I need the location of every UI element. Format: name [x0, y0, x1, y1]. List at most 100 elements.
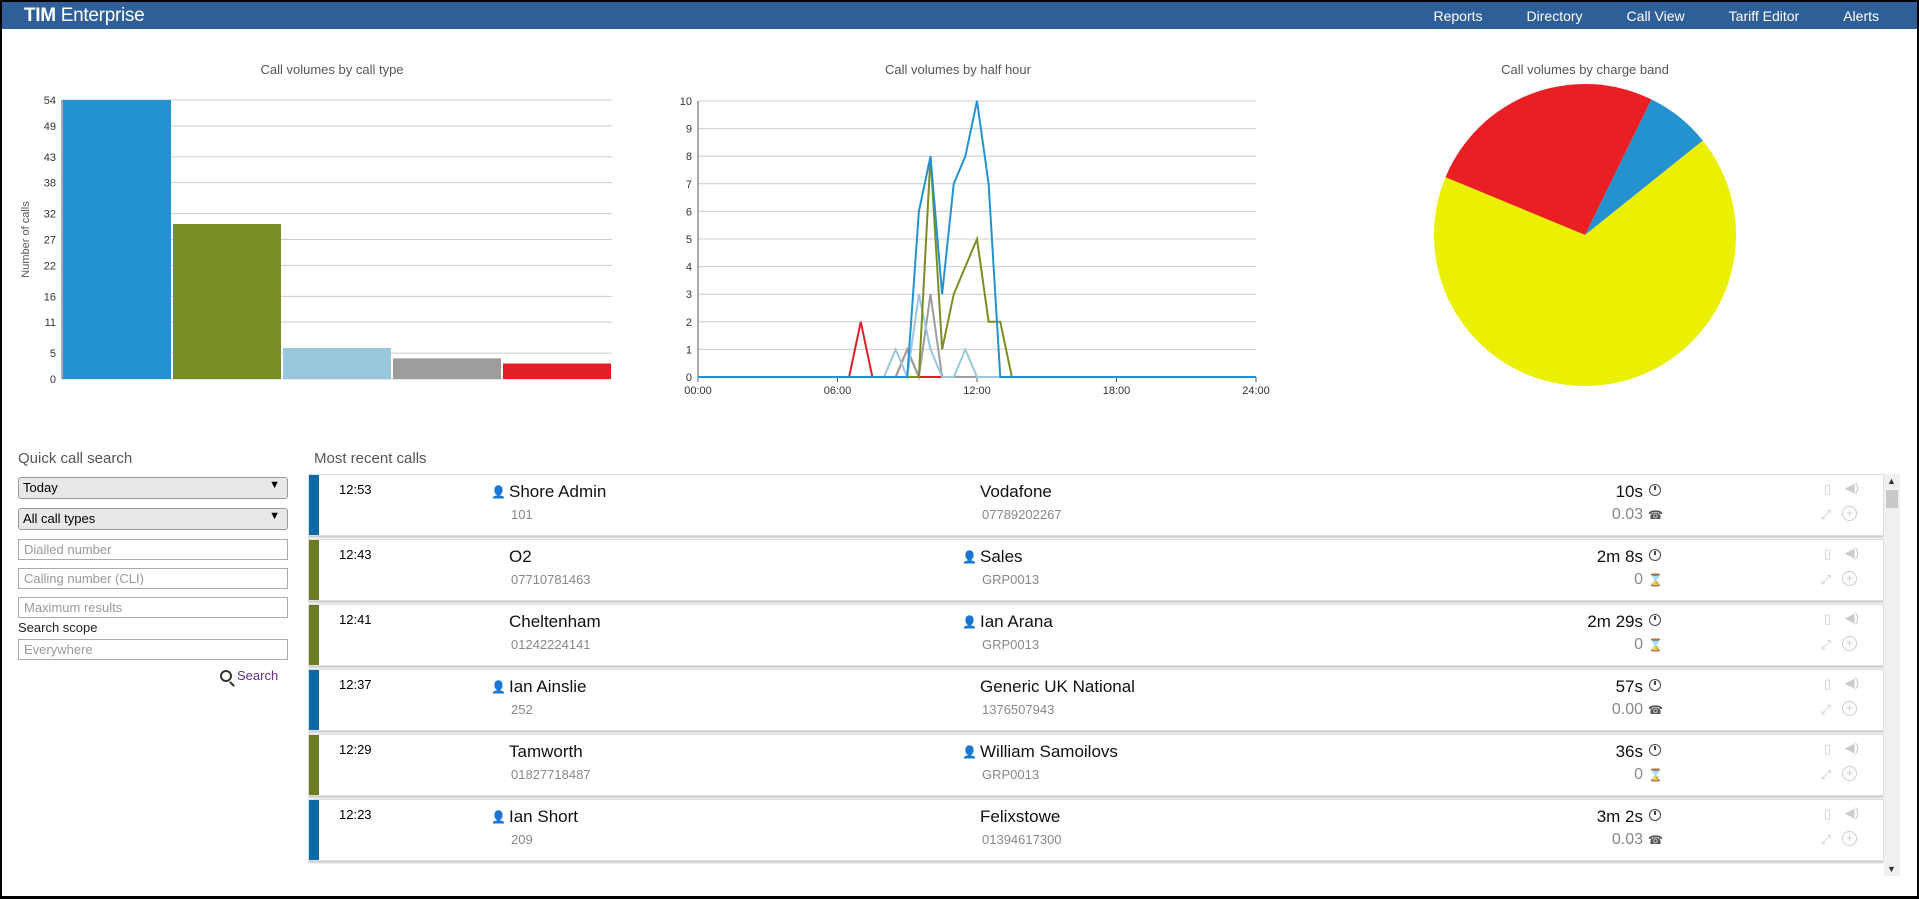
nav-reports[interactable]: Reports — [1433, 8, 1483, 24]
document-icon[interactable]: ▯ — [1823, 741, 1831, 756]
clock-icon — [1649, 679, 1661, 691]
expand-icon[interactable]: ⤢ — [1820, 767, 1831, 782]
search-button[interactable]: Search — [220, 668, 278, 683]
clock-icon — [1649, 744, 1661, 756]
bar — [393, 358, 501, 379]
search-scope-label: Search scope — [18, 620, 98, 635]
pie-slice — [1585, 99, 1703, 236]
call-row[interactable]: 12:23 👤 Ian Short 209 Felixstowe 0139461… — [308, 799, 1884, 861]
y-tick-label: 9 — [686, 124, 692, 136]
y-tick-label: 7 — [686, 179, 692, 191]
call-type-color-bar — [309, 735, 319, 795]
call-duration: 57s — [1615, 677, 1643, 696]
document-icon[interactable]: ▯ — [1823, 676, 1831, 691]
call-type-color-bar — [309, 670, 319, 730]
caller-name: Ian Short — [509, 807, 578, 826]
bar — [63, 100, 171, 379]
callee-name: Generic UK National — [980, 677, 1135, 696]
document-icon[interactable]: ▯ — [1823, 481, 1831, 496]
caller-number: 101 — [511, 507, 533, 522]
add-icon[interactable]: + — [1842, 506, 1857, 521]
call-time: 12:53 — [339, 482, 372, 497]
y-tick-label: 32 — [44, 209, 56, 221]
expand-icon[interactable]: ⤢ — [1820, 507, 1831, 522]
speaker-icon[interactable]: ◀) — [1844, 545, 1859, 560]
call-row[interactable]: 12:41 Cheltenham 01242224141 👤 Ian Arana… — [308, 604, 1884, 666]
user-icon: 👤 — [962, 615, 977, 629]
y-tick-label: 54 — [44, 95, 56, 107]
callee-number: 01394617300 — [982, 832, 1062, 847]
call-type-color-bar — [309, 800, 319, 860]
x-tick-label: 24:00 — [1242, 385, 1270, 397]
call-time: 12:37 — [339, 677, 372, 692]
hourglass-icon: ⌛ — [1648, 768, 1663, 782]
speaker-icon[interactable]: ◀) — [1844, 480, 1859, 495]
speaker-icon[interactable]: ◀) — [1844, 610, 1859, 625]
search-scope-input[interactable]: Everywhere — [18, 639, 288, 660]
call-row[interactable]: 12:43 O2 07710781463 👤 Sales GRP0013 2m … — [308, 539, 1884, 601]
y-tick-label: 38 — [44, 178, 56, 190]
caller-number: 01242224141 — [511, 637, 591, 652]
expand-icon[interactable]: ⤢ — [1820, 572, 1831, 587]
nav-directory[interactable]: Directory — [1526, 8, 1583, 24]
phone-icon: ☎ — [1648, 508, 1663, 522]
clock-icon — [1649, 484, 1661, 496]
caller-name: Shore Admin — [509, 482, 607, 501]
speaker-icon[interactable]: ◀) — [1844, 675, 1859, 690]
callee-name: Ian Arana — [980, 612, 1053, 631]
document-icon[interactable]: ▯ — [1823, 806, 1831, 821]
call-type-select[interactable]: All call types ▼ — [18, 508, 288, 530]
add-icon[interactable]: + — [1842, 831, 1857, 846]
add-icon[interactable]: + — [1842, 766, 1857, 781]
add-icon[interactable]: + — [1842, 636, 1857, 651]
y-tick-label: 2 — [686, 317, 692, 329]
call-row[interactable]: 12:29 Tamworth 01827718487 👤 William Sam… — [308, 734, 1884, 796]
call-duration: 2m 8s — [1596, 547, 1643, 566]
user-icon: 👤 — [962, 550, 977, 564]
max-results-input[interactable]: Maximum results — [18, 597, 288, 618]
callee-number: GRP0013 — [982, 572, 1040, 587]
chart-title-call-type: Call volumes by call type — [260, 62, 404, 77]
expand-icon[interactable]: ⤢ — [1820, 637, 1831, 652]
document-icon[interactable]: ▯ — [1823, 611, 1831, 626]
add-icon[interactable]: + — [1842, 571, 1857, 586]
calling-number-input[interactable]: Calling number (CLI) — [18, 568, 288, 589]
expand-icon[interactable]: ⤢ — [1820, 832, 1831, 847]
user-icon: 👤 — [491, 485, 506, 499]
recent-calls-title: Most recent calls — [314, 450, 427, 467]
pie-slice — [1434, 140, 1736, 386]
scroll-thumb[interactable] — [1886, 490, 1898, 508]
caller-name: Ian Ainslie — [509, 677, 587, 696]
callee-number: 1376507943 — [982, 702, 1055, 717]
dialled-number-input[interactable]: Dialled number — [18, 539, 288, 560]
call-time: 12:29 — [339, 742, 372, 757]
hourglass-icon: ⌛ — [1648, 573, 1663, 587]
callee-name: Sales — [980, 547, 1023, 566]
callee-name: Vodafone — [980, 482, 1052, 501]
nav-call-view[interactable]: Call View — [1626, 8, 1685, 24]
nav-tariff-editor[interactable]: Tariff Editor — [1728, 8, 1800, 24]
y-tick-label: 3 — [686, 289, 692, 301]
date-range-select[interactable]: Today ▼ — [18, 477, 288, 499]
speaker-icon[interactable]: ◀) — [1844, 805, 1859, 820]
scroll-up-icon[interactable]: ▲ — [1887, 476, 1896, 486]
x-tick-label: 06:00 — [824, 385, 852, 397]
document-icon[interactable]: ▯ — [1823, 546, 1831, 561]
brand-logo[interactable]: TIM Enterprise — [24, 5, 145, 26]
y-tick-label: 22 — [44, 260, 56, 272]
call-cost: 0 — [1634, 766, 1643, 783]
add-icon[interactable]: + — [1842, 701, 1857, 716]
expand-icon[interactable]: ⤢ — [1820, 702, 1831, 717]
pie-chart-charge-band — [1434, 84, 1736, 386]
calls-scrollbar[interactable]: ▲ ▼ — [1884, 474, 1900, 876]
speaker-icon[interactable]: ◀) — [1844, 740, 1859, 755]
scroll-down-icon[interactable]: ▼ — [1887, 864, 1896, 874]
y-tick-label: 11 — [45, 317, 56, 329]
call-row[interactable]: 12:37 👤 Ian Ainslie 252 Generic UK Natio… — [308, 669, 1884, 731]
main-nav: Reports Directory Call View Tariff Edito… — [1390, 8, 1880, 24]
callee-number: GRP0013 — [982, 767, 1040, 782]
line-chart-half-hour: 0 1 2 3 4 5 6 7 8 9 10 00:00 06:00 12:00 18:00 24:00 — [680, 96, 1270, 397]
y-tick-label: 16 — [44, 291, 56, 303]
nav-alerts[interactable]: Alerts — [1843, 8, 1879, 24]
call-row[interactable]: 12:53 👤 Shore Admin 101 Vodafone 0778920… — [308, 474, 1884, 536]
